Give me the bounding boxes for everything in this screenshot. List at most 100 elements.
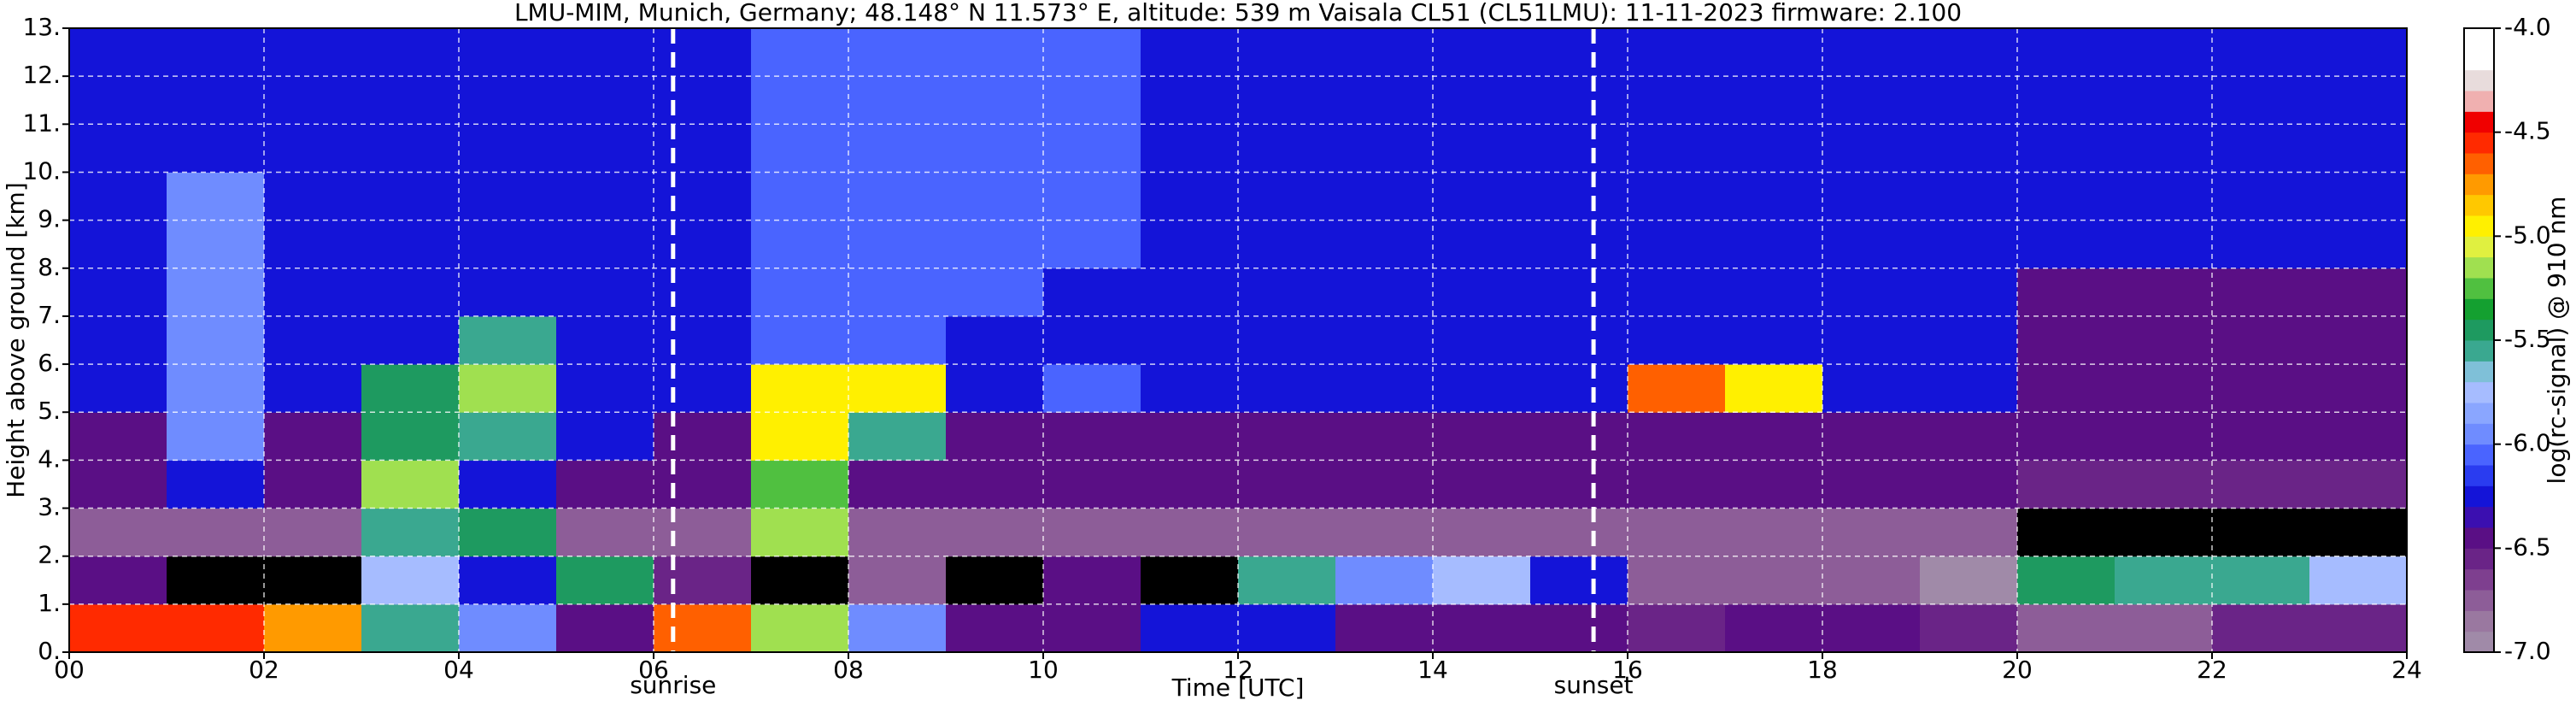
heatmap-cell xyxy=(459,220,557,269)
heatmap-cell xyxy=(361,556,460,605)
heatmap-cell xyxy=(556,172,654,221)
heatmap-cell xyxy=(654,508,752,557)
heatmap-cell xyxy=(361,172,460,221)
y-tick-label: 4. xyxy=(38,444,61,473)
heatmap-cell xyxy=(556,556,654,605)
heatmap-cell xyxy=(1433,76,1531,125)
heatmap-cell xyxy=(1628,172,1726,221)
heatmap-cell xyxy=(1628,460,1726,509)
heatmap-cell xyxy=(1628,124,1726,173)
x-tick-label: 06 xyxy=(638,656,669,684)
heatmap-cell xyxy=(1725,508,1823,557)
heatmap-cell xyxy=(2017,28,2115,77)
heatmap-cell xyxy=(848,124,947,173)
heatmap-cell xyxy=(556,460,654,509)
heatmap-cell xyxy=(361,603,460,653)
heatmap-cell xyxy=(1043,220,1141,269)
heatmap-cell xyxy=(751,603,849,653)
heatmap-cell xyxy=(167,76,265,125)
heatmap-cell xyxy=(1920,508,2018,557)
colorbar-swatch xyxy=(2464,215,2494,237)
heatmap-cell xyxy=(946,603,1044,653)
heatmap-cell xyxy=(946,28,1044,77)
colorbar-swatch xyxy=(2464,506,2494,528)
colorbar-swatch xyxy=(2464,423,2494,445)
heatmap-cell xyxy=(1822,603,1921,653)
heatmap-cell xyxy=(848,28,947,77)
heatmap-cell xyxy=(1238,603,1336,653)
heatmap-cell xyxy=(459,315,557,365)
heatmap-cell xyxy=(2115,315,2213,365)
heatmap-cell xyxy=(361,364,460,413)
heatmap-cell xyxy=(1238,508,1336,557)
heatmap-cell xyxy=(2212,460,2310,509)
heatmap-cell xyxy=(69,315,167,365)
colorbar-swatch xyxy=(2464,465,2494,486)
heatmap-cell xyxy=(2017,76,2115,125)
x-tick-label: 08 xyxy=(833,656,864,684)
heatmap-cell xyxy=(1433,460,1531,509)
heatmap-cell xyxy=(167,364,265,413)
heatmap-cell xyxy=(1335,172,1434,221)
heatmap-cell xyxy=(361,268,460,317)
heatmap-cell xyxy=(2309,508,2408,557)
heatmap-cell xyxy=(2115,76,2213,125)
heatmap-cell xyxy=(2212,124,2310,173)
heatmap-cell xyxy=(654,268,752,317)
heatmap-cell xyxy=(459,508,557,557)
heatmap-cell xyxy=(361,28,460,77)
heatmap-cell xyxy=(459,460,557,509)
heatmap-cell xyxy=(2212,220,2310,269)
heatmap-cell xyxy=(1433,315,1531,365)
heatmap-cell xyxy=(1920,172,2018,221)
heatmap-cell xyxy=(2017,412,2115,461)
y-axis-label: Height above ground [km] xyxy=(2,182,30,498)
heatmap-cell xyxy=(2212,412,2310,461)
heatmap-cell xyxy=(946,124,1044,173)
heatmap-cell xyxy=(459,268,557,317)
heatmap-cell xyxy=(2017,268,2115,317)
annotation-label: sunset xyxy=(1554,671,1634,699)
heatmap-cell xyxy=(1920,268,2018,317)
heatmap-cell xyxy=(459,556,557,605)
heatmap-cell xyxy=(361,460,460,509)
heatmap-cell xyxy=(1141,603,1239,653)
colorbar-swatch xyxy=(2464,403,2494,424)
y-tick-label: 12. xyxy=(22,61,61,89)
heatmap-cell xyxy=(2115,28,2213,77)
heatmap-cell xyxy=(1725,460,1823,509)
x-tick-label: 12 xyxy=(1223,656,1253,684)
colorbar-swatch xyxy=(2464,194,2494,216)
heatmap-cell xyxy=(1043,412,1141,461)
heatmap-cell xyxy=(654,76,752,125)
heatmap-cell xyxy=(1530,28,1628,77)
heatmap-cell xyxy=(1822,412,1921,461)
heatmap-cell xyxy=(556,315,654,365)
x-axis-label: Time [UTC] xyxy=(1171,674,1305,702)
heatmap-cell xyxy=(1628,508,1726,557)
heatmap-cell xyxy=(946,268,1044,317)
heatmap-cell xyxy=(2309,603,2408,653)
heatmap-cell xyxy=(1141,508,1239,557)
heatmap-cell xyxy=(556,76,654,125)
heatmap-cell xyxy=(167,268,265,317)
heatmap-cell xyxy=(2309,315,2408,365)
heatmap-cell xyxy=(2017,364,2115,413)
heatmap-cell xyxy=(556,124,654,173)
y-tick-label: 6. xyxy=(38,349,61,377)
heatmap-cell xyxy=(751,76,849,125)
heatmap-cell xyxy=(1335,76,1434,125)
heatmap-cell xyxy=(264,220,362,269)
heatmap-cell xyxy=(1920,460,2018,509)
heatmap-cell xyxy=(1043,124,1141,173)
heatmap-cell xyxy=(848,603,947,653)
heatmap-cell xyxy=(1628,315,1726,365)
colorbar-swatch xyxy=(2464,256,2494,279)
colorbar-tick-label: -6.0 xyxy=(2504,429,2551,457)
colorbar-swatch xyxy=(2464,319,2494,341)
heatmap-cell xyxy=(1628,28,1726,77)
x-tick-label: 00 xyxy=(54,656,85,684)
heatmap-cell xyxy=(69,220,167,269)
heatmap-cell xyxy=(1238,315,1336,365)
colorbar-tick-label: -7.0 xyxy=(2504,637,2551,665)
